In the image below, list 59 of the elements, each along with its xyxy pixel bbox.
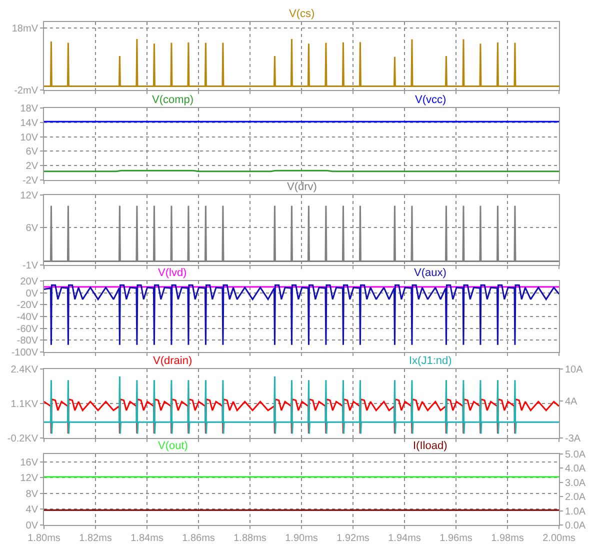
line-series	[44, 376, 559, 434]
series-label: V(aux)	[414, 267, 446, 279]
x-tick-label: 1.92ms	[336, 533, 370, 544]
text: V(out)	[158, 440, 188, 452]
line-series	[44, 284, 559, 346]
y2-tick-label: 4A	[565, 396, 578, 408]
y-tick-label: 2V	[26, 161, 38, 172]
x-tick-label: 1.88ms	[234, 533, 266, 544]
x-tick-label: 1.86ms	[182, 533, 215, 544]
y-tick-label: 1.1KV	[10, 399, 38, 410]
y2-tick-label: -3A	[565, 434, 581, 444]
y-tick-label: -2V	[22, 176, 38, 186]
y-tick-label: 12V	[20, 473, 38, 484]
y2-tick-label: 4.0A	[565, 464, 586, 475]
y-tick-label: -60V	[16, 324, 38, 335]
text: V(comp)	[152, 94, 194, 106]
y-tick-label: 18V	[20, 104, 38, 114]
series-label: V(drv)	[287, 181, 317, 193]
x-tick-label: 1.84ms	[130, 533, 164, 544]
y-tick-label: 0V	[26, 288, 38, 300]
y-tick-label: 2.4KV	[10, 364, 38, 376]
y-tick-label: 6V	[26, 222, 38, 234]
y-tick-label: -2mV	[14, 86, 38, 96]
y-tick-label: 4V	[26, 504, 38, 516]
y-tick-label: -1V	[22, 260, 38, 272]
y-tick-label: 6V	[26, 146, 38, 158]
y-tick-label: -80V	[16, 336, 38, 347]
text: I(Iload)	[413, 440, 448, 452]
text: V(drain)	[153, 355, 192, 367]
y-tick-label: 8V	[26, 488, 38, 500]
series-label: V(cs)	[289, 8, 315, 20]
y2-tick-label: 1.0A	[565, 506, 586, 518]
series-label: V(vcc)	[415, 94, 446, 106]
x-tick-label: 1.94ms	[388, 533, 421, 544]
x-tick-label: 1.80ms	[28, 533, 60, 544]
y-tick-label: -40V	[16, 312, 38, 323]
x-tick-label: 1.98ms	[491, 533, 524, 544]
y2-tick-label: 3.0A	[565, 478, 586, 489]
x-tick-label: 1.90ms	[285, 533, 318, 544]
y2-tick-label: 0.0A	[565, 520, 586, 532]
y2-tick-label: 5.0A	[565, 450, 586, 460]
y-tick-label: 12V	[20, 190, 38, 202]
x-tick-label: 2.00ms	[542, 533, 576, 544]
y2-tick-label: 10A	[565, 364, 584, 376]
line-series	[44, 38, 559, 88]
y-tick-label: 10V	[20, 132, 38, 144]
y2-tick-label: 2.0A	[565, 492, 586, 504]
x-tick-label: 1.96ms	[440, 533, 472, 544]
x-tick-label: 1.82ms	[79, 533, 112, 544]
series-label: V(lvd)	[158, 267, 187, 279]
y-tick-label: 0V	[26, 520, 38, 532]
y-tick-label: 16V	[20, 457, 38, 468]
series-label: Ix(J1:nd)	[409, 355, 452, 367]
y-tick-label: 14V	[20, 118, 38, 129]
y-tick-label: -20V	[16, 300, 38, 312]
y-tick-label: -0.2KV	[7, 434, 38, 444]
y-tick-label: 20V	[20, 276, 38, 288]
y-tick-label: 18mV	[12, 24, 38, 35]
y-tick-label: -100V	[11, 348, 38, 358]
